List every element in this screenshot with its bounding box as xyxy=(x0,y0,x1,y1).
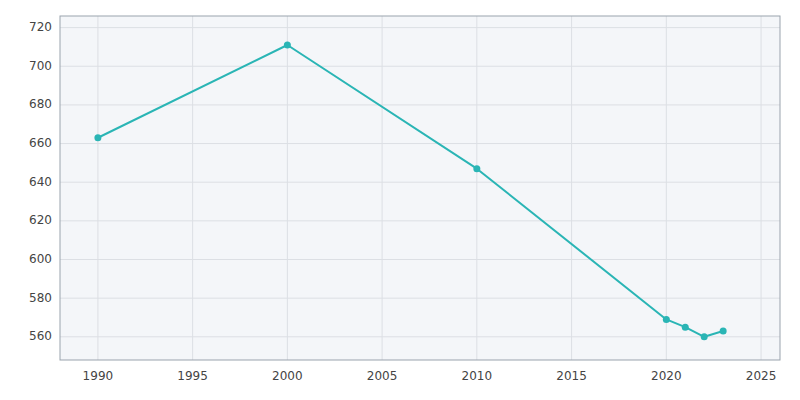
y-grid-line xyxy=(60,259,780,260)
x-grid-line xyxy=(97,16,98,360)
y-grid-line xyxy=(60,220,780,221)
data-layer xyxy=(94,41,726,340)
y-tick-label: 560 xyxy=(29,329,52,343)
x-grid-line xyxy=(287,16,288,360)
chart-svg: 560 580 600 620 640 660 680 700 720 1990 1995 2000 2… xyxy=(0,0,800,400)
line xyxy=(98,45,723,337)
grid xyxy=(60,16,780,360)
x-tick-label: 1995 xyxy=(177,369,208,383)
x-tick-label: 2000 xyxy=(272,369,303,383)
y-grid-line xyxy=(60,104,780,105)
x-tick-label: 2025 xyxy=(746,369,777,383)
y-tick-label: 700 xyxy=(29,59,52,73)
y-tick-label: 660 xyxy=(29,136,52,150)
y-grid-line xyxy=(60,336,780,337)
x-grid-line xyxy=(761,16,762,360)
y-grid-line xyxy=(60,27,780,28)
x-grid-line xyxy=(382,16,383,360)
x-grid-line xyxy=(571,16,572,360)
y-grid-line xyxy=(60,66,780,67)
y-grid-line xyxy=(60,143,780,144)
x-grid-line xyxy=(476,16,477,360)
marker xyxy=(473,165,480,172)
y-tick-label: 620 xyxy=(29,213,52,227)
x-grid-line xyxy=(192,16,193,360)
y-tick-label: 680 xyxy=(29,97,52,111)
marker xyxy=(663,316,670,323)
y-grid-line xyxy=(60,182,780,183)
x-tick-label: 2005 xyxy=(367,369,398,383)
x-tick-label: 2020 xyxy=(651,369,682,383)
axes: 560 580 600 620 640 660 680 700 720 1990 1995 2000 2… xyxy=(29,20,776,383)
x-grid-line xyxy=(666,16,667,360)
marker xyxy=(701,333,708,340)
y-tick-label: 720 xyxy=(29,20,52,34)
marker xyxy=(720,328,727,335)
y-tick-label: 580 xyxy=(29,291,52,305)
chart-container: 560 580 600 620 640 660 680 700 720 1990 1995 2000 2… xyxy=(0,0,800,400)
y-tick-label: 600 xyxy=(29,252,52,266)
plot-frame xyxy=(60,16,780,360)
marker xyxy=(94,134,101,141)
marker xyxy=(284,41,291,48)
marker xyxy=(682,324,689,331)
y-tick-label: 640 xyxy=(29,175,52,189)
y-grid-line xyxy=(60,298,780,299)
x-tick-label: 1990 xyxy=(83,369,114,383)
plot-background xyxy=(60,16,780,360)
x-tick-label: 2010 xyxy=(462,369,493,383)
x-tick-label: 2015 xyxy=(556,369,587,383)
